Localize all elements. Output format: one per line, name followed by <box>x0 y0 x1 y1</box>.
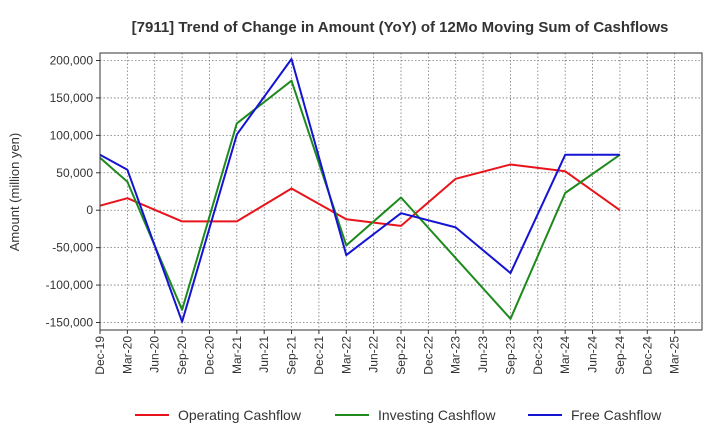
y-axis-label: Amount (million yen) <box>7 133 22 252</box>
y-tick-label: -50,000 <box>52 241 93 255</box>
x-tick-label: Mar-21 <box>230 336 244 374</box>
chart-title: [7911] Trend of Change in Amount (YoY) o… <box>132 19 669 36</box>
x-tick-label: Sep-21 <box>285 336 299 375</box>
y-tick-label: 200,000 <box>50 53 94 67</box>
x-tick-label: Jun-23 <box>476 336 490 373</box>
y-tick-label: -100,000 <box>46 278 94 292</box>
x-tick-label: Mar-23 <box>449 336 463 374</box>
x-tick-label: Sep-22 <box>394 336 408 375</box>
y-tick-label: 100,000 <box>50 128 94 142</box>
legend-label: Free Cashflow <box>571 407 662 423</box>
x-tick-label: Sep-23 <box>503 336 517 375</box>
series-line-operating-cashflow <box>99 163 621 227</box>
x-axis: Dec-19 Mar-20 Jun-20 Sep-20 Dec-20 Mar-21 Jun-… <box>93 330 682 375</box>
legend-label: Operating Cashflow <box>178 407 302 423</box>
x-tick-label: Dec-21 <box>312 336 326 375</box>
series-line-free-cashflow <box>99 58 620 323</box>
x-tick-label: Dec-22 <box>421 336 435 375</box>
y-axis: -150,000 -100,000 -50,000 0 50,000 100,000 150… <box>46 53 100 330</box>
x-tick-label: Mar-20 <box>120 336 134 374</box>
x-tick-label: Jun-22 <box>367 336 381 373</box>
gridlines <box>100 53 702 330</box>
x-tick-label: Sep-24 <box>613 336 627 375</box>
y-tick-label: 50,000 <box>56 166 93 180</box>
x-tick-label: Mar-24 <box>558 336 572 374</box>
x-tick-label: Mar-22 <box>339 336 353 374</box>
y-tick-label: 0 <box>86 203 93 217</box>
x-tick-label: Jun-21 <box>257 336 271 373</box>
x-tick-label: Dec-23 <box>531 336 545 375</box>
legend-item-operating-cashflow: Operating Cashflow <box>135 407 302 423</box>
x-tick-label: Dec-20 <box>202 336 216 375</box>
legend-label: Investing Cashflow <box>378 407 496 423</box>
x-tick-label: Jun-24 <box>586 336 600 373</box>
x-tick-label: Mar-25 <box>668 336 682 374</box>
x-tick-label: Sep-20 <box>175 336 189 375</box>
y-tick-label: -150,000 <box>46 316 94 330</box>
legend-item-investing-cashflow: Investing Cashflow <box>335 407 496 423</box>
legend: Operating Cashflow Investing Cashflow Free… <box>135 407 662 423</box>
y-tick-label: 150,000 <box>50 91 94 105</box>
x-tick-label: Dec-24 <box>640 336 654 375</box>
legend-item-free-cashflow: Free Cashflow <box>528 407 662 423</box>
x-tick-label: Dec-19 <box>93 336 107 375</box>
x-tick-label: Jun-20 <box>148 336 162 373</box>
series-layer <box>99 58 621 323</box>
